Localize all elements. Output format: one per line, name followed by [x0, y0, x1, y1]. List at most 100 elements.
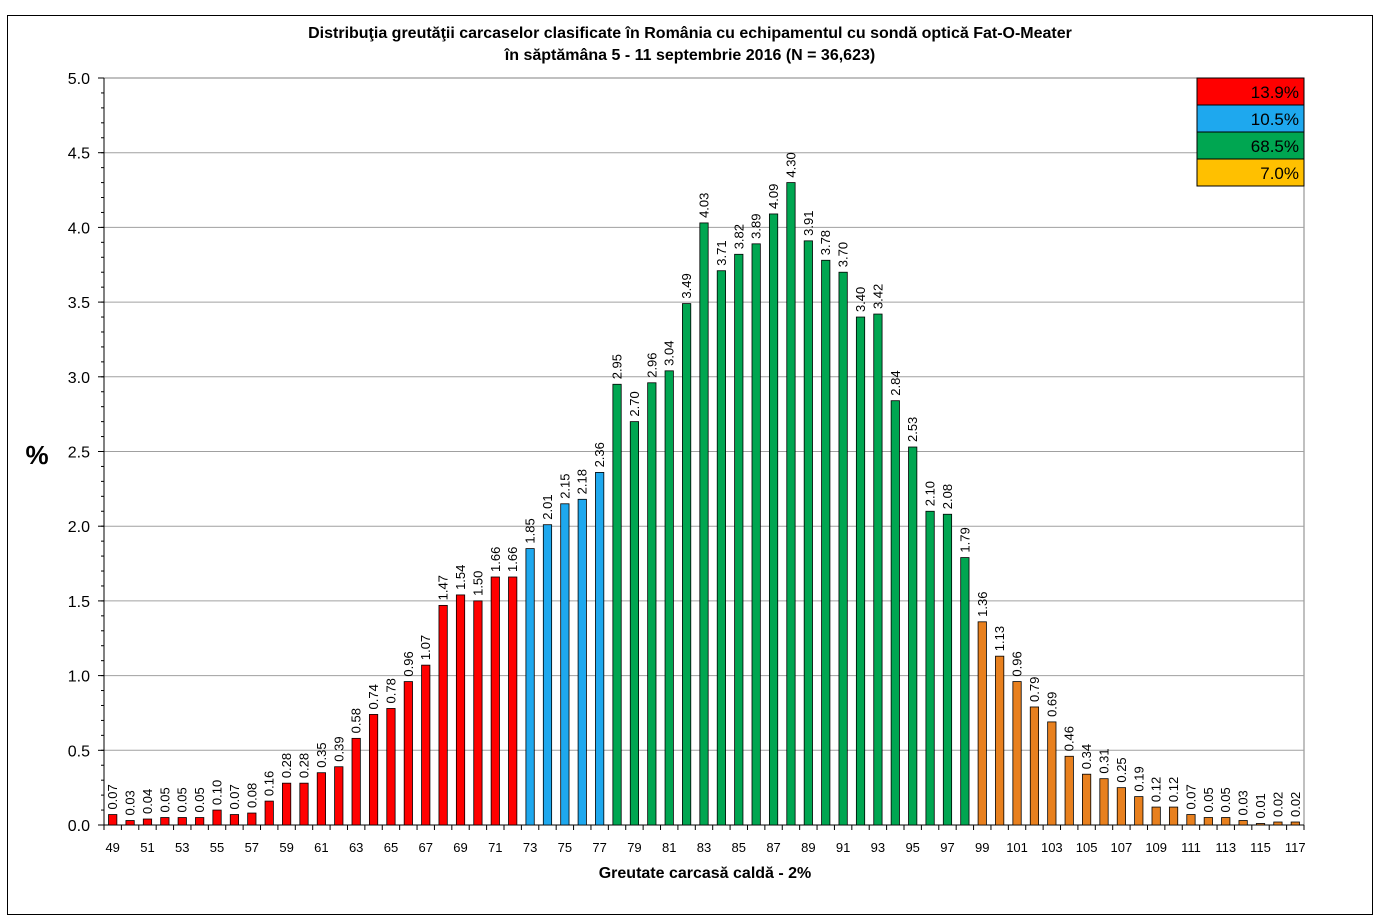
- data-label: 0.25: [1114, 757, 1129, 782]
- x-tick-label: 67: [419, 840, 433, 855]
- data-label: 1.07: [418, 635, 433, 660]
- chart-title: Distribuţia greutăţii carcaselor clasifi…: [308, 25, 1072, 42]
- data-label: 0.12: [1166, 777, 1181, 802]
- bar: [595, 472, 605, 826]
- bar: [716, 270, 726, 826]
- bar: [751, 243, 761, 826]
- legend-label: 7.0%: [1260, 164, 1299, 183]
- x-tick-label: 91: [836, 840, 850, 855]
- legend-label: 10.5%: [1251, 110, 1299, 129]
- legend: 13.9% 10.5% 68.5% 7.0%: [1196, 77, 1305, 187]
- x-tick-label: 115: [1250, 840, 1271, 855]
- bar: [1186, 814, 1196, 826]
- data-label: 3.89: [749, 214, 764, 239]
- legend-label: 68.5%: [1251, 137, 1299, 156]
- bar: [908, 446, 918, 826]
- data-label: 0.78: [383, 678, 398, 703]
- bar: [316, 772, 326, 826]
- bar: [855, 316, 866, 826]
- data-label: 1.13: [992, 626, 1007, 651]
- bar: [1047, 721, 1057, 826]
- data-label: 4.30: [783, 152, 798, 177]
- data-label: 1.85: [523, 518, 538, 543]
- x-tick-label: 109: [1145, 840, 1167, 855]
- data-label: 3.04: [662, 341, 677, 366]
- data-label: 2.15: [557, 473, 572, 498]
- bars: [108, 182, 1300, 826]
- x-tick-label: 101: [1006, 840, 1028, 855]
- x-tick-label: 95: [905, 840, 919, 855]
- data-label: 0.10: [210, 780, 225, 805]
- bar: [699, 222, 709, 826]
- x-tick-label: 97: [940, 840, 954, 855]
- data-label: 0.07: [105, 784, 120, 809]
- bar: [1221, 817, 1231, 826]
- bar: [438, 604, 448, 826]
- x-tick-label: 105: [1076, 840, 1098, 855]
- bar: [1099, 778, 1109, 826]
- x-tick-label: 85: [732, 840, 746, 855]
- data-label: 2.84: [888, 370, 903, 395]
- x-tick-label: 59: [279, 840, 293, 855]
- bar: [403, 681, 413, 826]
- chart-subtitle: în săptămâna 5 - 11 septembrie 2016 (N =…: [504, 47, 875, 64]
- data-label: 2.18: [575, 469, 590, 494]
- data-label: 2.53: [905, 417, 920, 442]
- bar: [786, 182, 796, 826]
- legend-swatch: [1196, 131, 1305, 160]
- data-label: 0.31: [1097, 748, 1112, 773]
- bar: [229, 814, 240, 826]
- bar: [264, 800, 274, 826]
- bar: [838, 271, 848, 826]
- bar: [664, 370, 674, 826]
- x-tick-label: 79: [627, 840, 641, 855]
- data-label: 0.79: [1027, 677, 1042, 702]
- y-tick-label: 0.0: [68, 818, 90, 835]
- x-tick-label: 99: [975, 840, 989, 855]
- bar: [803, 240, 813, 826]
- data-labels: 0.07 0.03 0.04 0.05 0.05 0.05 0.10 0.07 0.08 0.16…: [105, 152, 1303, 818]
- data-label: 0.58: [349, 708, 364, 733]
- y-tick-label: 0.5: [68, 743, 90, 760]
- data-label: 0.69: [1044, 692, 1059, 717]
- bar: [160, 817, 170, 826]
- data-label: 0.07: [1183, 784, 1198, 809]
- data-label: 0.28: [297, 753, 312, 778]
- x-tick-label: 57: [245, 840, 259, 855]
- bar: [490, 576, 500, 826]
- bar: [212, 809, 222, 826]
- x-tick-label: 83: [697, 840, 711, 855]
- y-axis-label: %: [25, 440, 48, 470]
- data-label: 2.01: [540, 494, 555, 519]
- x-tick-label: 89: [801, 840, 815, 855]
- bar: [334, 766, 344, 826]
- bar: [873, 313, 883, 826]
- y-tick-label: 2.0: [68, 519, 90, 536]
- x-tick-label: 49: [105, 840, 119, 855]
- bar: [560, 503, 570, 826]
- x-axis-label: Greutate carcasă caldă - 2%: [599, 865, 812, 882]
- data-label: 1.36: [975, 592, 990, 617]
- data-label: 3.42: [870, 284, 885, 309]
- data-label: 4.03: [697, 193, 712, 218]
- data-label: 1.47: [436, 575, 451, 600]
- x-tick-label: 77: [592, 840, 606, 855]
- bar: [1134, 796, 1144, 826]
- legend-label: 13.9%: [1251, 83, 1299, 102]
- bar: [1203, 817, 1213, 826]
- bar: [368, 714, 379, 826]
- y-tick-label: 3.5: [68, 295, 90, 312]
- bar: [577, 498, 587, 826]
- bar: [125, 820, 135, 826]
- bar: [351, 737, 361, 826]
- data-label: 0.08: [244, 783, 259, 808]
- data-label: 1.79: [957, 527, 972, 552]
- bar: [1082, 773, 1092, 826]
- bar: [977, 621, 987, 826]
- legend-swatch: [1196, 158, 1305, 187]
- bar: [821, 259, 831, 826]
- data-label: 0.96: [1010, 651, 1025, 676]
- data-label: 3.70: [836, 242, 851, 267]
- bar: [1168, 806, 1179, 826]
